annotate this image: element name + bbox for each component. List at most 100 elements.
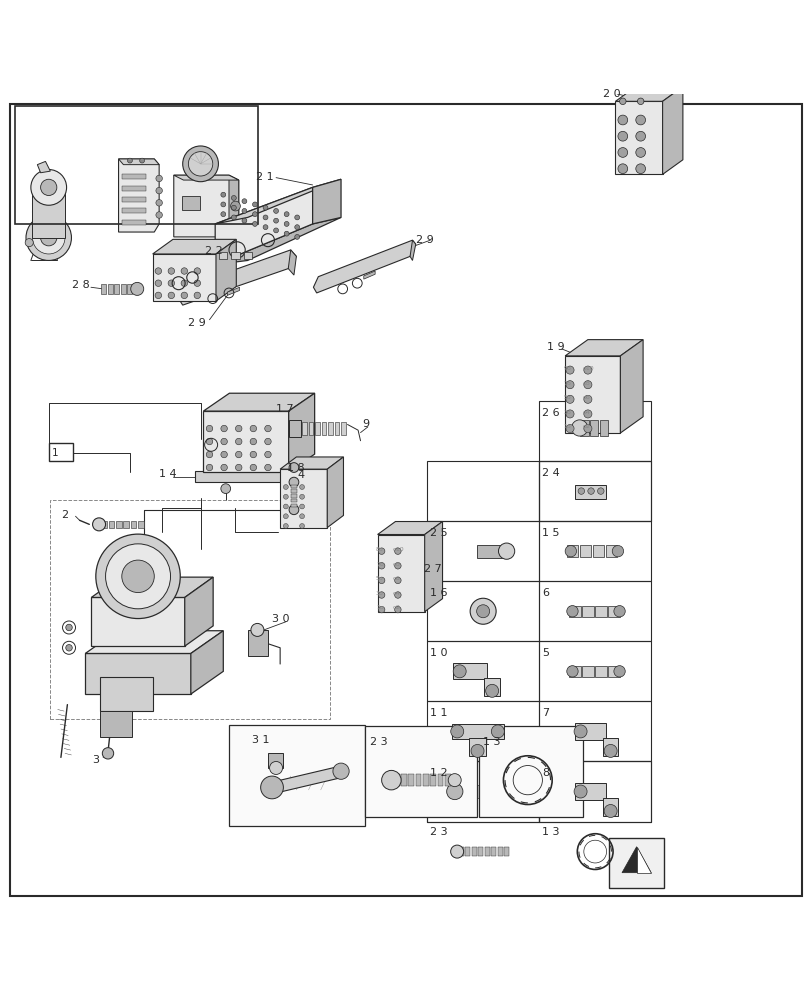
Bar (491, 847, 496, 856)
Circle shape (230, 201, 240, 211)
Circle shape (283, 494, 288, 499)
Bar (182, 196, 200, 210)
Circle shape (66, 645, 72, 651)
Circle shape (250, 425, 256, 432)
Text: 1 3: 1 3 (542, 827, 560, 837)
Circle shape (289, 505, 298, 515)
Text: o10: o10 (582, 366, 594, 371)
Bar (539, 581, 650, 641)
Circle shape (635, 148, 645, 157)
Circle shape (242, 208, 247, 213)
Circle shape (446, 783, 462, 800)
Bar (427, 521, 539, 581)
Circle shape (635, 115, 645, 125)
Circle shape (613, 606, 624, 617)
Bar (427, 641, 539, 701)
Bar (365, 726, 477, 817)
Bar (594, 666, 606, 677)
Text: 1 4: 1 4 (159, 469, 177, 479)
Polygon shape (312, 179, 341, 224)
Circle shape (206, 464, 212, 471)
Circle shape (283, 504, 288, 509)
Circle shape (378, 548, 384, 554)
Text: 2 3: 2 3 (370, 737, 388, 747)
Circle shape (235, 464, 242, 471)
Circle shape (571, 420, 587, 436)
Text: o2: o2 (582, 424, 590, 429)
Polygon shape (203, 393, 314, 411)
Circle shape (122, 560, 154, 593)
Polygon shape (496, 785, 504, 798)
Circle shape (264, 438, 271, 445)
Text: 1: 1 (52, 448, 58, 458)
Circle shape (252, 202, 257, 207)
Circle shape (583, 395, 591, 403)
Circle shape (41, 230, 57, 246)
Text: 1 1: 1 1 (430, 708, 448, 718)
Polygon shape (280, 457, 343, 469)
Circle shape (565, 395, 573, 403)
Circle shape (289, 477, 298, 487)
Bar (539, 761, 650, 822)
Bar (15, 106, 258, 224)
Bar (289, 420, 301, 437)
Bar (478, 847, 483, 856)
Circle shape (139, 158, 144, 163)
Polygon shape (215, 179, 341, 224)
Circle shape (41, 179, 57, 196)
Circle shape (206, 451, 212, 458)
Text: 8o: 8o (375, 547, 384, 552)
Circle shape (573, 725, 586, 738)
Circle shape (155, 268, 161, 274)
Polygon shape (564, 356, 620, 433)
Text: 1 5: 1 5 (542, 528, 560, 538)
Text: 9o: 9o (563, 366, 571, 371)
Bar (427, 461, 539, 521)
Bar (341, 422, 345, 435)
Circle shape (283, 485, 288, 489)
Bar (122, 197, 146, 202)
Circle shape (583, 410, 591, 418)
Circle shape (25, 239, 33, 247)
Text: 1 3: 1 3 (483, 737, 500, 747)
Circle shape (587, 488, 594, 494)
Text: 6: 6 (542, 588, 549, 598)
Text: o4: o4 (582, 410, 590, 415)
Circle shape (566, 666, 577, 677)
Circle shape (273, 218, 278, 223)
Circle shape (156, 187, 162, 194)
Circle shape (565, 381, 573, 389)
Polygon shape (85, 653, 191, 694)
Polygon shape (564, 340, 642, 356)
Bar (122, 186, 146, 191)
Text: 2 4: 2 4 (542, 468, 560, 478)
Circle shape (231, 215, 236, 220)
Text: 2 8: 2 8 (72, 280, 90, 290)
Circle shape (182, 146, 218, 182)
Polygon shape (615, 87, 682, 101)
Bar (427, 761, 539, 822)
Bar (231, 252, 239, 259)
Bar (478, 726, 582, 817)
Circle shape (284, 212, 289, 217)
Bar (308, 422, 313, 435)
Polygon shape (410, 240, 415, 260)
Circle shape (597, 488, 603, 494)
Bar (574, 783, 605, 800)
Circle shape (92, 518, 105, 531)
Bar (290, 494, 297, 498)
Polygon shape (272, 766, 342, 794)
Circle shape (155, 292, 161, 299)
Circle shape (498, 543, 514, 559)
Bar (138, 521, 144, 528)
Text: 1 7: 1 7 (276, 404, 294, 414)
Circle shape (283, 514, 288, 519)
Circle shape (611, 545, 623, 557)
Circle shape (260, 776, 283, 799)
Circle shape (394, 606, 401, 613)
Circle shape (284, 221, 289, 226)
Polygon shape (621, 847, 650, 873)
Bar (122, 208, 146, 213)
Bar (315, 422, 320, 435)
Circle shape (583, 366, 591, 374)
